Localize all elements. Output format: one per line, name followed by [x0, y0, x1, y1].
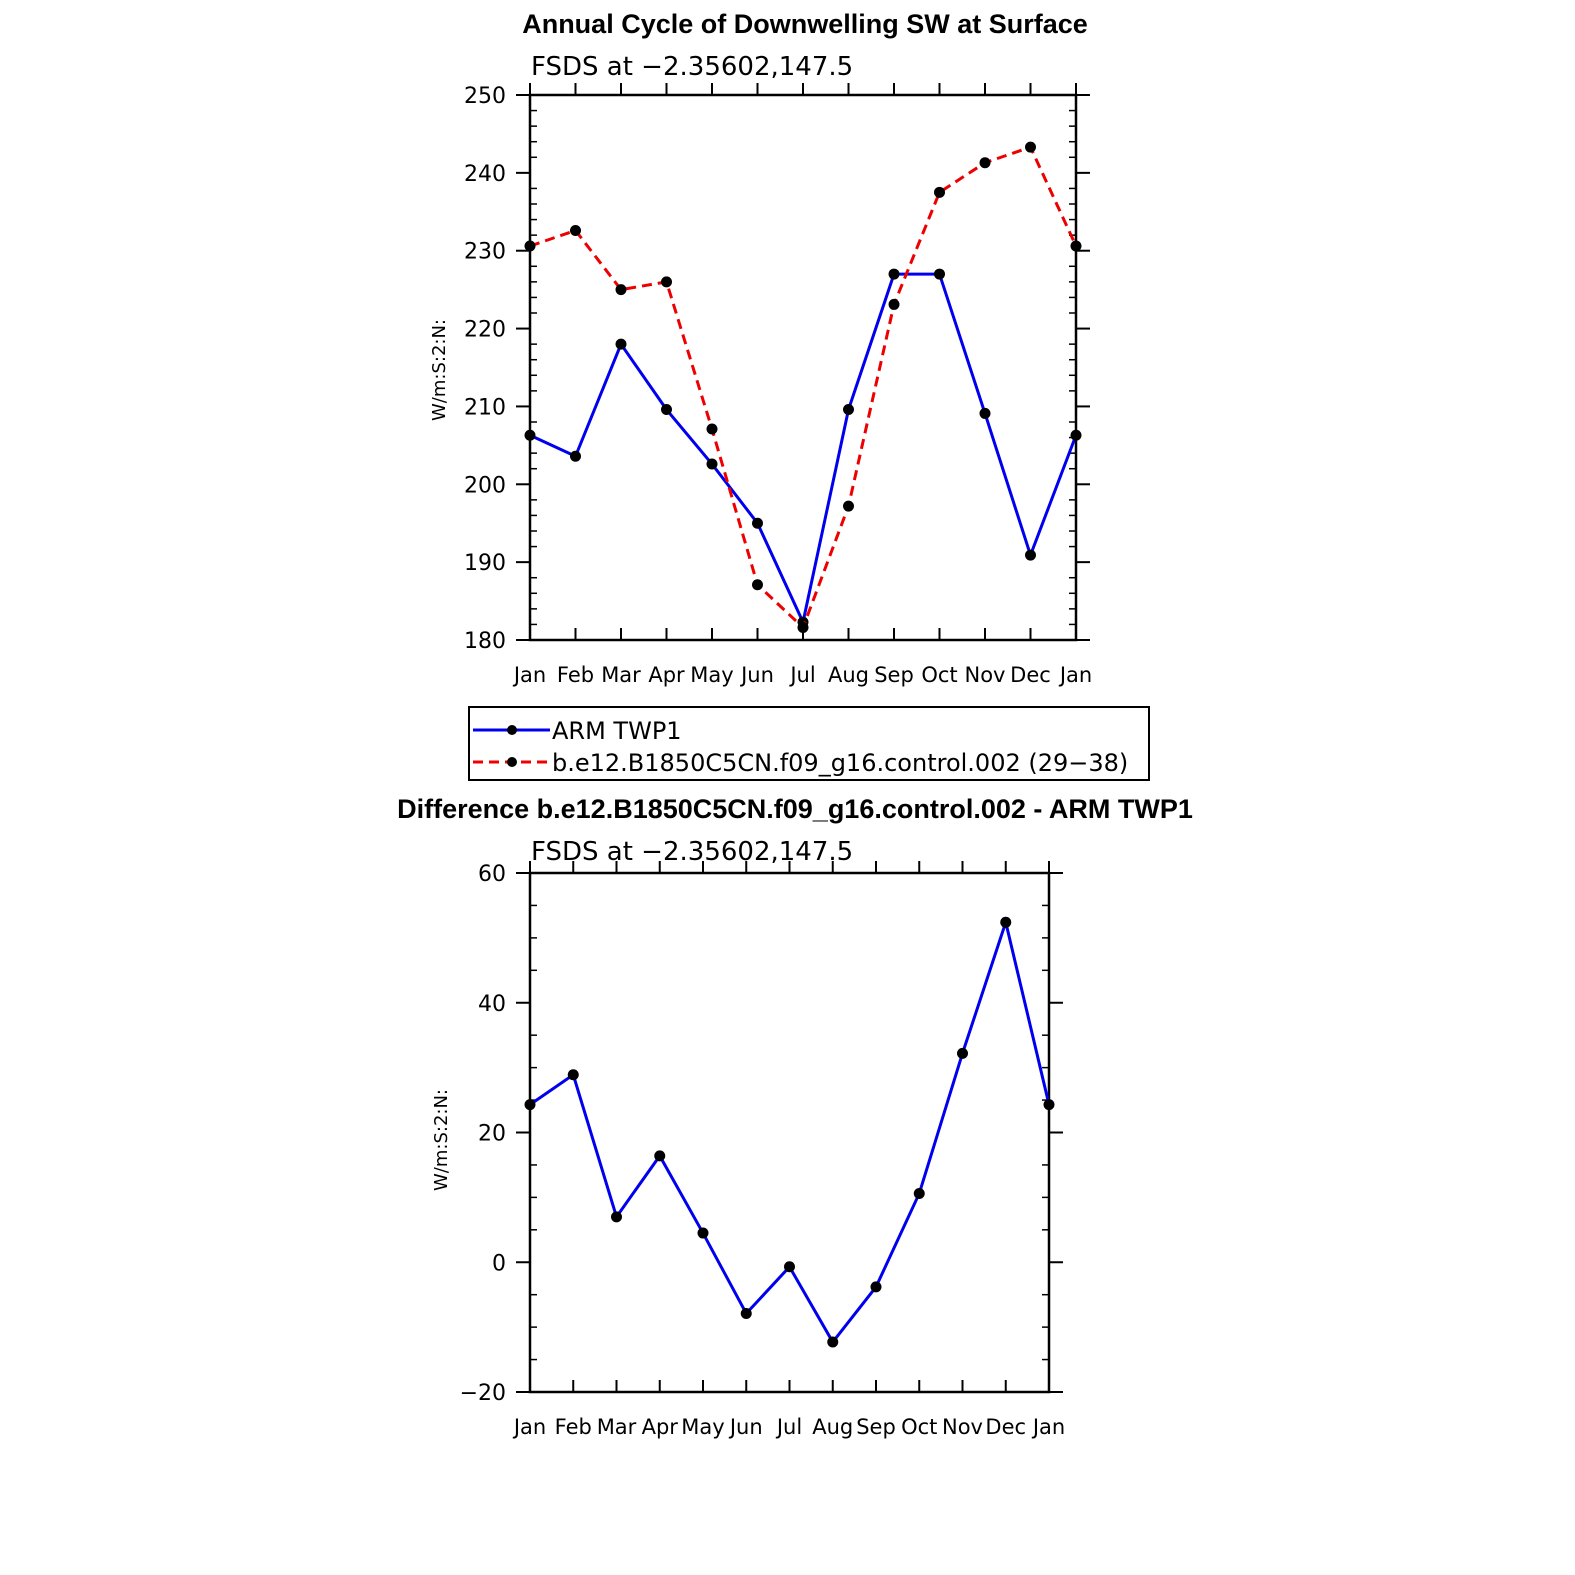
chart2-title: Difference b.e12.B1850C5CN.f09_g16.contr… [397, 794, 1193, 824]
x-tick-label: Apr [642, 1415, 679, 1439]
y-tick-label: 250 [464, 84, 506, 109]
x-tick-label: Mar [597, 1415, 637, 1439]
x-tick-label: Jan [512, 663, 546, 687]
data-point [979, 157, 991, 169]
y-tick-label: 190 [464, 551, 506, 576]
series-line-1 [529, 272, 1078, 627]
series-line-2 [529, 145, 1078, 631]
x-tick-label: Oct [921, 663, 957, 687]
x-tick-label: Nov [965, 663, 1006, 687]
legend-marker-arm [507, 725, 517, 735]
y-tick-label: 60 [478, 862, 506, 887]
x-tick-label: Jan [1031, 1415, 1065, 1439]
data-point [1070, 240, 1082, 252]
x-tick-label: Nov [942, 1415, 983, 1439]
y-tick-label: 0 [492, 1251, 506, 1276]
legend-box [468, 706, 1150, 781]
x-tick-label: Aug [812, 1415, 853, 1439]
data-point [1025, 549, 1036, 561]
data-point [570, 224, 581, 236]
y-tick-label: 40 [478, 992, 506, 1017]
x-tick-label: Jul [775, 1415, 802, 1439]
data-point [567, 1069, 579, 1081]
data-point [870, 1281, 882, 1293]
data-point [524, 1099, 536, 1111]
y-tick-label: 240 [464, 162, 506, 187]
data-point [843, 500, 854, 512]
data-point [615, 338, 627, 350]
data-point [827, 1336, 839, 1348]
data-point [913, 1187, 925, 1199]
data-point [888, 298, 900, 310]
chart-annual-cycle: Annual Cycle of Downwelling SW at Surfac… [429, 9, 1092, 687]
data-point [752, 579, 763, 591]
y-tick-label: −20 [460, 1381, 506, 1406]
y-tick-label: 200 [464, 473, 506, 498]
chart2-plot-area: Jan Feb Mar Apr May Jun Jul Aug Sep Oct Nov Dec Jan−… [460, 861, 1065, 1439]
x-tick-label: Sep [856, 1415, 896, 1439]
data-point [706, 423, 718, 435]
data-point [934, 268, 945, 280]
data-point [1025, 141, 1036, 153]
legend-marker-model [507, 757, 517, 767]
data-point [661, 276, 672, 288]
data-point [752, 517, 763, 529]
chart1-legend: ARM TWP1 b.e12.B1850C5CN.f09_g16.control… [468, 706, 1150, 781]
chart1-ylabel: W/m:S:2:N: [429, 319, 450, 421]
x-tick-label: Sep [874, 663, 914, 687]
x-tick-label: Mar [601, 663, 641, 687]
chart2-subtitle: FSDS at −2.35602,147.5 [531, 837, 853, 867]
legend-label-model: b.e12.B1850C5CN.f09_g16.control.002 (29−… [552, 749, 1128, 777]
data-point [524, 429, 536, 441]
data-point [524, 240, 536, 252]
y-tick-label: 20 [478, 1122, 506, 1147]
chart1-title: Annual Cycle of Downwelling SW at Surfac… [522, 9, 1088, 39]
x-tick-label: Feb [557, 663, 594, 687]
y-tick-label: 180 [464, 629, 506, 654]
data-point [1000, 916, 1012, 928]
x-tick-label: Feb [555, 1415, 592, 1439]
x-tick-label: Jan [1058, 663, 1092, 687]
x-tick-label: Dec [985, 1415, 1026, 1439]
chart-difference: Difference b.e12.B1850C5CN.f09_g16.contr… [397, 794, 1193, 1439]
data-point [611, 1211, 622, 1223]
x-tick-label: Jun [728, 1415, 763, 1439]
data-point [888, 268, 900, 280]
chart2-frame [528, 871, 1051, 1394]
y-tick-label: 210 [464, 395, 506, 420]
data-point [843, 404, 854, 416]
series-line-1 [529, 916, 1051, 1345]
x-tick-label: Jun [739, 663, 774, 687]
data-point [706, 458, 718, 470]
chart1-plot-area: Jan Feb Mar Apr May Jun Jul Aug Sep Oct Nov Dec Jan1… [464, 83, 1092, 687]
chart1-subtitle: FSDS at −2.35602,147.5 [531, 52, 853, 82]
data-point [697, 1227, 709, 1239]
data-point [797, 622, 809, 634]
legend-label-arm: ARM TWP1 [552, 717, 682, 745]
data-point [740, 1308, 752, 1320]
data-point [979, 407, 991, 419]
data-point [570, 450, 581, 462]
x-tick-label: Jan [512, 1415, 546, 1439]
x-tick-label: Aug [828, 663, 869, 687]
x-tick-label: Oct [901, 1415, 937, 1439]
x-tick-label: May [690, 663, 733, 687]
x-tick-label: Dec [1010, 663, 1051, 687]
data-point [661, 404, 672, 416]
data-point [654, 1150, 666, 1162]
data-point [934, 186, 945, 198]
data-point [957, 1047, 968, 1059]
x-tick-label: Apr [648, 663, 685, 687]
x-tick-label: May [681, 1415, 724, 1439]
y-tick-label: 220 [464, 318, 506, 343]
data-point [615, 284, 627, 296]
data-point [784, 1261, 795, 1273]
chart2-ylabel: W/m:S:2:N: [431, 1089, 452, 1191]
data-point [1043, 1099, 1055, 1111]
y-tick-label: 230 [464, 240, 506, 265]
x-tick-label: Jul [788, 663, 815, 687]
data-point [1070, 429, 1082, 441]
